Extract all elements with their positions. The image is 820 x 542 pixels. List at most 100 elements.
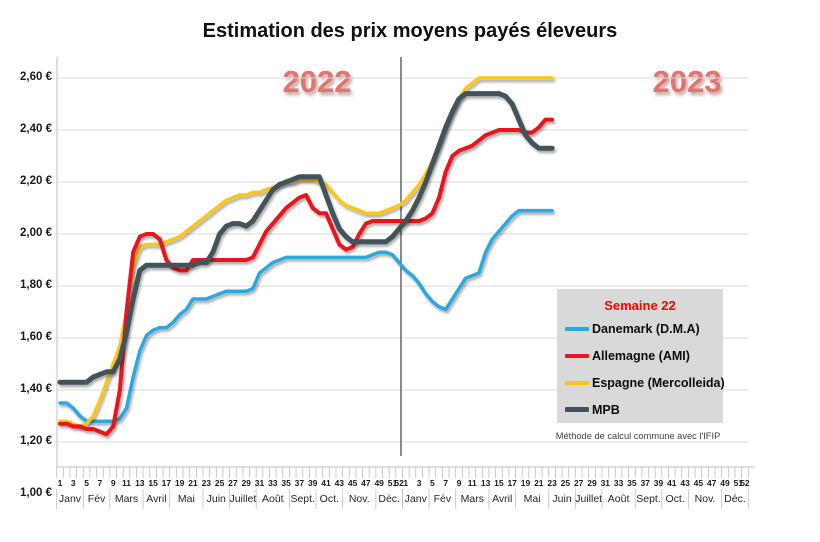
month-label: Janv — [58, 493, 82, 505]
y-axis-label: 2,20 € — [20, 175, 52, 187]
week-label: 3 — [70, 478, 76, 488]
month-label: Déc. — [724, 493, 746, 505]
week-label: 33 — [613, 478, 624, 488]
year-label-2023: 2023 — [652, 64, 722, 99]
month-label: Oct. — [665, 493, 685, 505]
week-label: 35 — [281, 478, 291, 488]
week-label: 9 — [456, 478, 462, 488]
month-label: Juillet — [575, 493, 603, 505]
week-label: 27 — [228, 478, 238, 488]
week-label: 52 — [740, 478, 750, 488]
month-label: Sept. — [290, 493, 315, 505]
week-label: 15 — [494, 478, 504, 488]
week-label: 7 — [443, 478, 449, 488]
legend-entry: Espagne (Mercolleida) — [557, 369, 725, 396]
week-label: 13 — [480, 478, 491, 488]
week-label: 17 — [161, 478, 172, 488]
week-label: 13 — [135, 478, 145, 488]
week-label: 45 — [347, 478, 358, 488]
week-label: 1 — [57, 478, 63, 488]
week-label: 49 — [374, 478, 384, 488]
week-label: 47 — [706, 478, 717, 488]
week-label: 33 — [268, 478, 278, 488]
week-label: 19 — [174, 478, 185, 488]
legend-entry: MPB — [557, 396, 723, 423]
month-label: Nov. — [348, 493, 370, 505]
y-axis-label: 1,60 € — [20, 331, 52, 343]
week-label: 25 — [214, 478, 225, 488]
y-axis-label: 1,80 € — [20, 279, 52, 291]
week-label: 47 — [361, 478, 371, 488]
legend-swatch-line — [565, 353, 589, 358]
week-label: 23 — [201, 478, 212, 488]
series-line-mpb — [57, 91, 555, 385]
legend-entry-label: MPB — [592, 402, 620, 417]
week-label: 19 — [520, 478, 531, 488]
legend-title: Semaine 22 — [604, 298, 676, 313]
week-label: 31 — [254, 478, 265, 488]
y-axis-label: 2,40 € — [20, 123, 52, 135]
y-axis-label: 2,60 € — [20, 71, 52, 83]
legend-entries: Danemark (D.M.A) Allemagne (AMI) Espagne (… — [557, 315, 725, 423]
month-label: Août — [261, 493, 284, 505]
legend-entry-label: Danemark (D.M.A) — [592, 321, 700, 336]
y-axis-label: 1,20 € — [20, 435, 52, 447]
y-axis-label: 1,40 € — [20, 383, 52, 395]
month-label: Mai — [523, 493, 541, 505]
month-label: Juillet — [229, 493, 257, 505]
week-label: 17 — [507, 478, 517, 488]
week-label: 41 — [321, 478, 331, 488]
week-label: 39 — [307, 478, 318, 488]
month-label: Fév — [87, 493, 106, 505]
series-line-allemagne-ami — [58, 117, 555, 437]
week-label: 49 — [720, 478, 730, 488]
week-label: 1 — [403, 478, 409, 488]
week-label: 41 — [667, 478, 677, 488]
month-label: Avril — [146, 493, 167, 505]
chart-title: Estimation des prix moyens payés éleveur… — [202, 20, 618, 42]
week-label: 11 — [122, 478, 131, 488]
month-label: Avril — [492, 493, 513, 505]
week-label: 43 — [334, 478, 345, 488]
week-label: 29 — [587, 478, 597, 488]
month-label: Mai — [177, 493, 195, 505]
year-label-2022: 2022 — [282, 64, 352, 99]
series-line-espagne-mercolleida — [58, 76, 554, 429]
month-label: Mars — [114, 493, 139, 505]
week-label: 27 — [573, 478, 584, 488]
legend-entry-label: Espagne (Mercolleida) — [592, 375, 725, 390]
week-label: 11 — [467, 478, 477, 488]
week-label: 51 — [733, 478, 744, 488]
legend-swatch-line — [565, 326, 589, 331]
week-label: 5 — [84, 478, 89, 488]
week-label: 31 — [600, 478, 611, 488]
legend-entry: Danemark (D.M.A) — [557, 315, 723, 342]
legend: Semaine 22 Danemark (D.M.A) Allemagne (AM… — [557, 289, 725, 423]
legend-entry: Allemagne (AMI) — [557, 342, 723, 369]
week-label: 25 — [560, 478, 571, 488]
week-label: 39 — [653, 478, 664, 488]
month-label: Fév — [433, 493, 452, 505]
month-label: Mars — [460, 493, 484, 505]
week-label: 15 — [148, 478, 158, 488]
week-label: 35 — [627, 478, 637, 488]
month-label: Déc. — [378, 493, 400, 505]
week-label: 37 — [294, 478, 305, 488]
week-label: 51 — [387, 478, 398, 488]
month-label: Juin — [552, 493, 572, 505]
series-line-danemark-d-m-a — [58, 208, 554, 423]
footnote: Méthode de calcul commune avec l'IFIP — [555, 431, 721, 441]
week-label: 23 — [547, 478, 557, 488]
month-label: Juin — [206, 493, 226, 505]
month-label: Janv — [404, 493, 427, 505]
week-label: 21 — [534, 478, 544, 488]
week-label: 43 — [680, 478, 690, 488]
month-label: Sept. — [636, 493, 661, 505]
week-label: 45 — [693, 478, 704, 488]
week-label: 7 — [97, 478, 103, 488]
week-label: 21 — [188, 478, 198, 488]
week-label: 5 — [430, 478, 435, 488]
legend-swatch-line — [565, 407, 589, 412]
